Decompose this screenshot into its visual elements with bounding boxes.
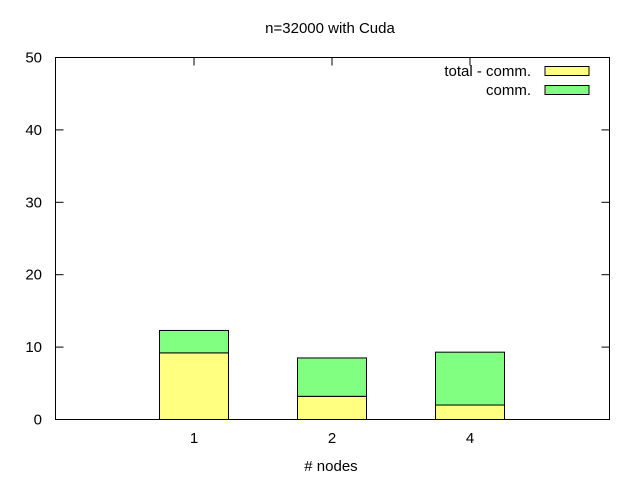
x-tick-label: 2 bbox=[328, 430, 336, 447]
bar-total-minus-comm-1 bbox=[159, 352, 229, 420]
legend: total - comm. comm. bbox=[444, 63, 590, 99]
bar-comm-4 bbox=[435, 351, 505, 406]
legend-swatch bbox=[544, 85, 590, 95]
y-tick-label: 50 bbox=[25, 50, 42, 67]
x-tick-label: 4 bbox=[466, 430, 474, 447]
legend-label: total - comm. bbox=[444, 63, 531, 80]
bar-total-minus-comm-4 bbox=[435, 404, 505, 420]
y-tick-label: 0 bbox=[34, 412, 42, 429]
bar-total-minus-comm-2 bbox=[297, 395, 367, 420]
legend-swatch bbox=[544, 66, 590, 76]
y-tick-label: 10 bbox=[25, 339, 42, 356]
bar-comm-2 bbox=[297, 357, 367, 397]
x-axis-label: # nodes bbox=[304, 458, 357, 475]
x-tick-label: 1 bbox=[190, 430, 198, 447]
y-tick-label: 40 bbox=[25, 122, 42, 139]
bar-comm-1 bbox=[159, 329, 229, 354]
chart-title: n=32000 with Cuda bbox=[265, 20, 395, 37]
legend-label: comm. bbox=[486, 82, 531, 99]
bars bbox=[159, 329, 505, 420]
y-axis: 0 10 20 30 40 50 bbox=[25, 50, 610, 429]
y-tick-label: 30 bbox=[25, 194, 42, 211]
y-tick-label: 20 bbox=[25, 267, 42, 284]
